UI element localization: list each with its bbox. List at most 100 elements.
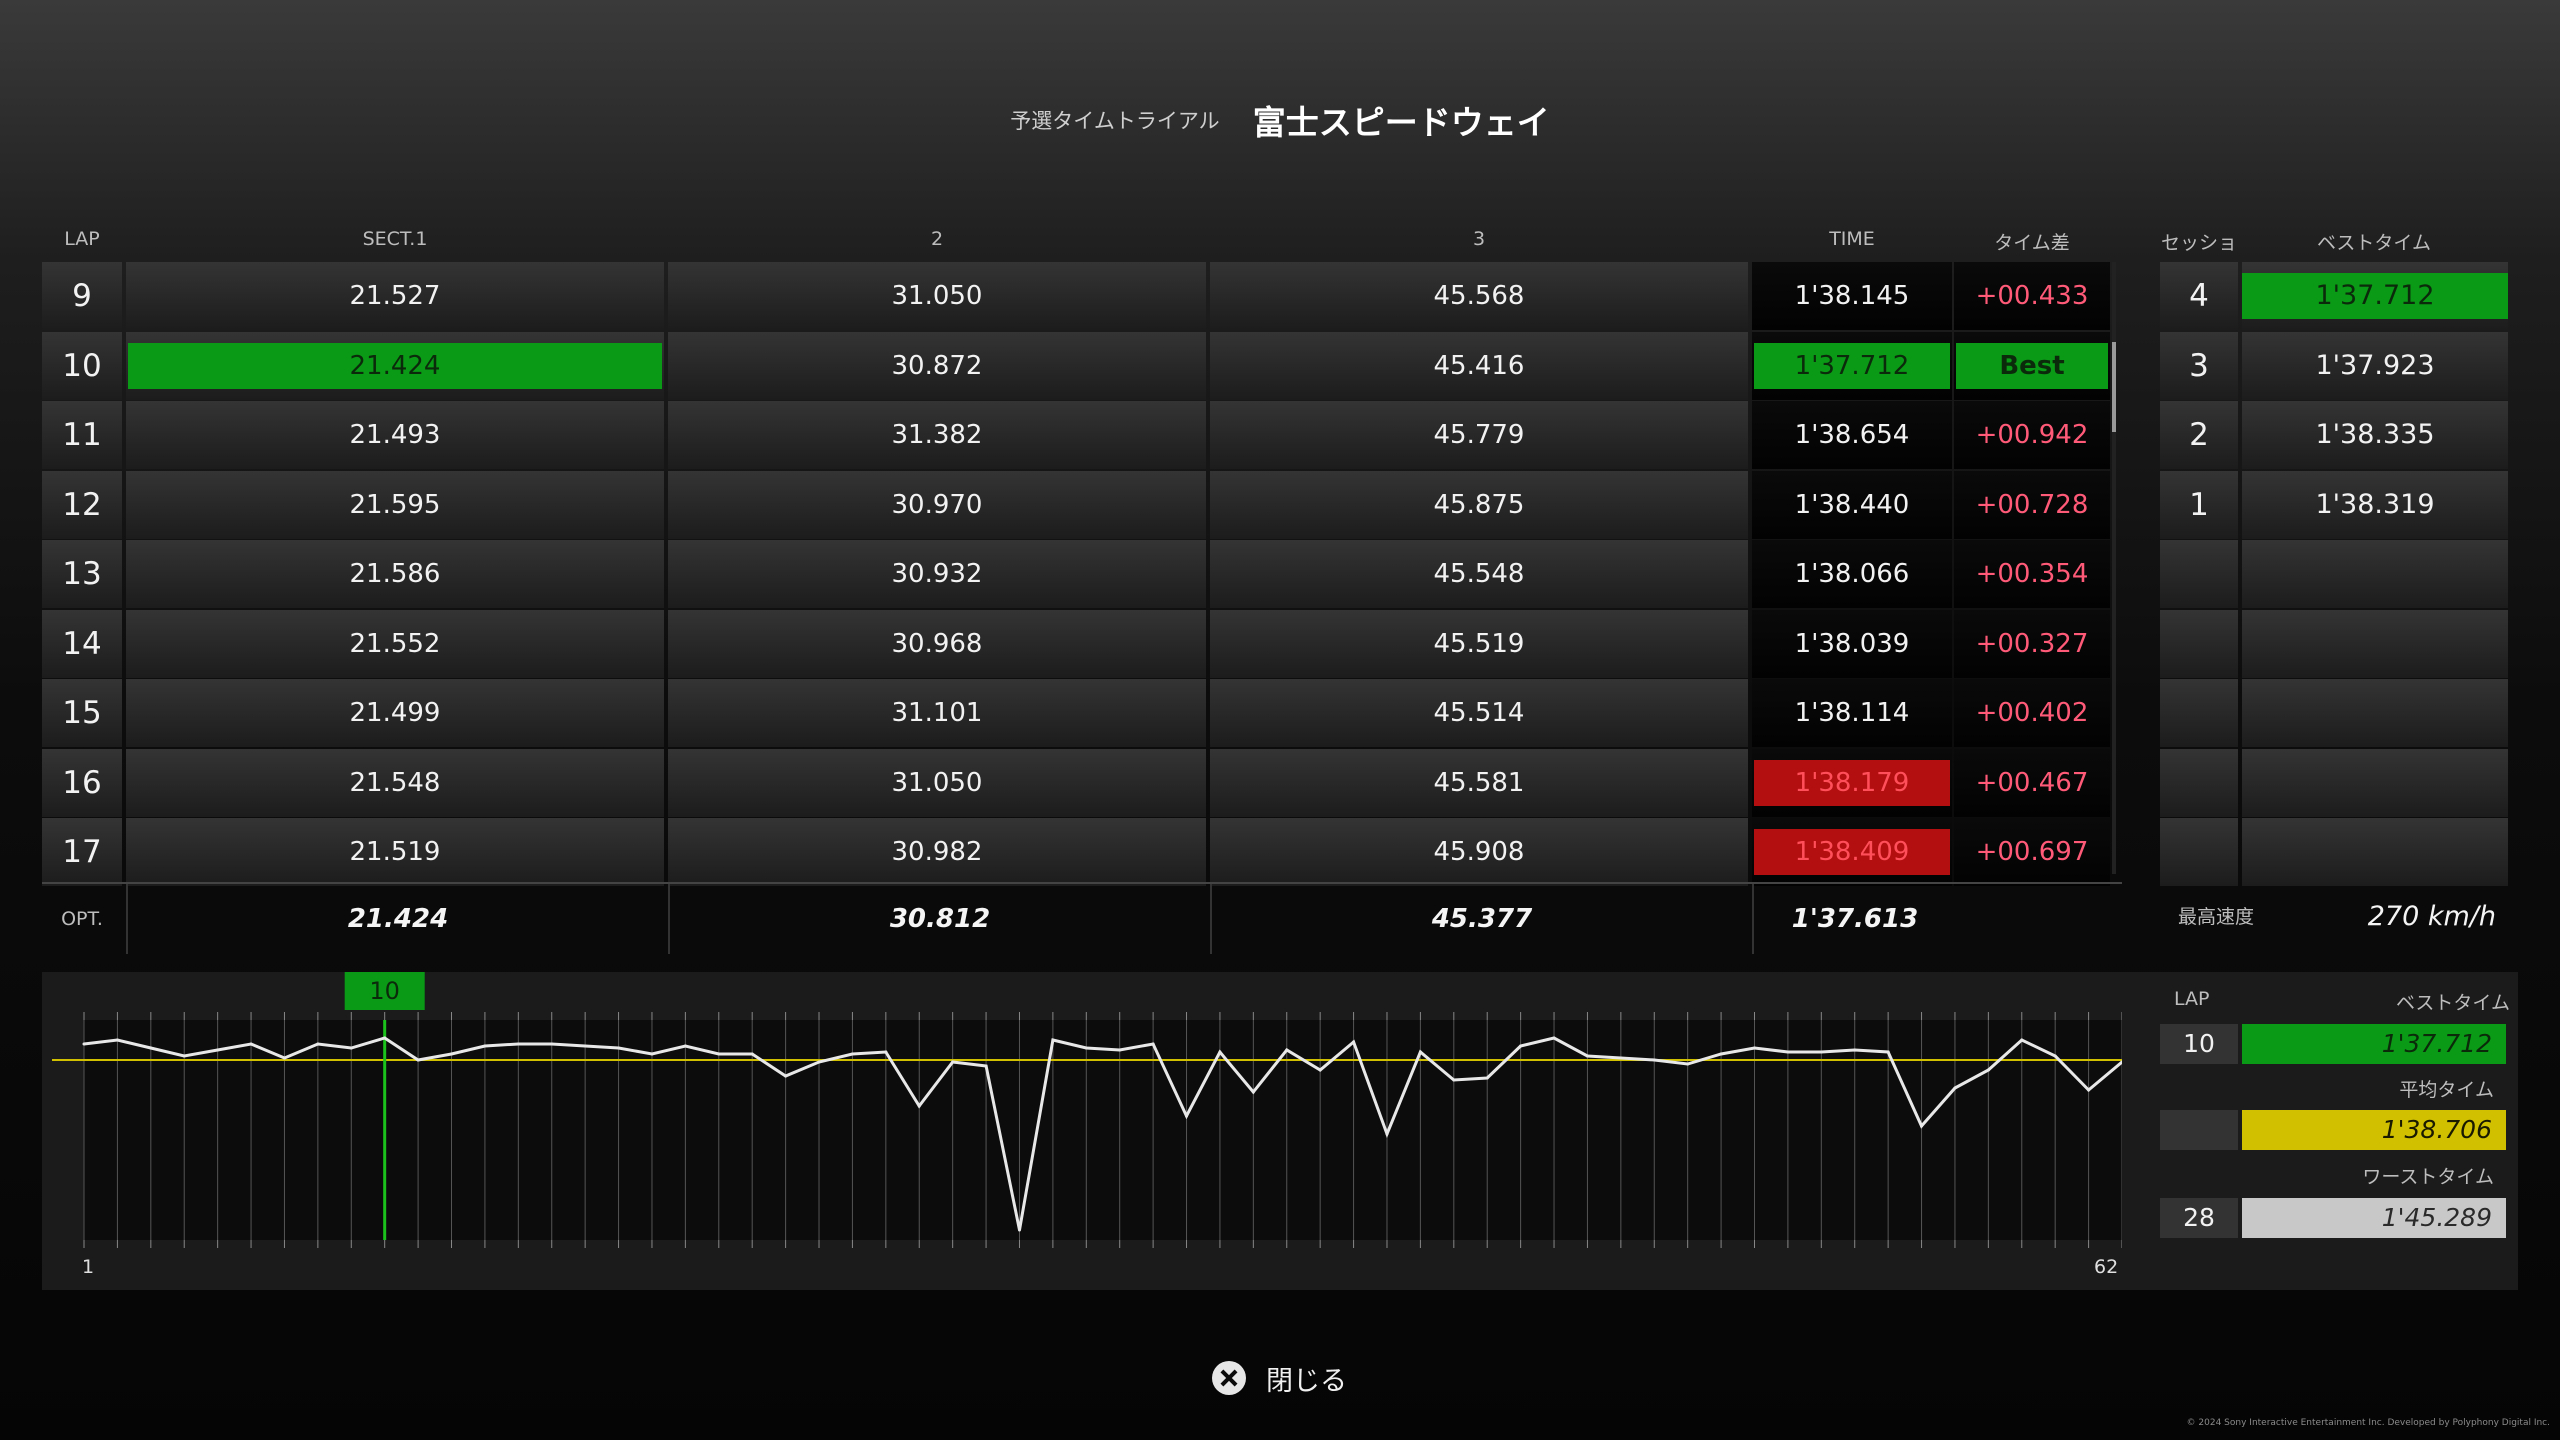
sect1-time-value: 21.552 (349, 628, 441, 659)
sect3-time: 45.908 (1210, 818, 1748, 886)
session-best-time (2242, 818, 2508, 886)
header-time: TIME (1829, 228, 1875, 250)
table-row[interactable]: 11 21.493 31.382 45.779 1'38.654 +00.942 (42, 401, 2122, 469)
stats-avg-time: 1'38.706 (2242, 1110, 2506, 1150)
sect1-time: 21.493 (126, 401, 664, 469)
session-row[interactable] (2160, 818, 2508, 886)
lap-diff: +00.942 (1954, 401, 2110, 469)
optimal-row: OPT. 21.424 30.812 45.377 1'37.613 (42, 882, 2122, 954)
sect2-time: 31.050 (668, 748, 1206, 817)
sect1-time-value: 21.548 (349, 767, 441, 798)
session-row[interactable]: 1 1'38.319 (2160, 470, 2508, 539)
lap-diff: +00.728 (1954, 470, 2110, 539)
lap-time: 1'38.145 (1752, 262, 1952, 330)
sect3-time: 45.416 (1210, 331, 1748, 400)
session-row[interactable] (2160, 540, 2508, 608)
close-button[interactable]: 閉じる (1212, 1358, 1347, 1398)
table-row[interactable]: 9 21.527 31.050 45.568 1'38.145 +00.433 (42, 262, 2122, 330)
table-row[interactable]: 10 21.424 30.872 45.416 1'37.712 Best (42, 331, 2122, 400)
lap-time-graph[interactable]: 10 (42, 972, 2122, 1290)
lap-time-point (349, 1046, 353, 1050)
scrollbar[interactable] (2112, 262, 2116, 874)
table-row[interactable]: 13 21.586 30.932 45.548 1'38.066 +00.354 (42, 540, 2122, 608)
lap-time-value: 1'38.179 (1794, 767, 1910, 798)
track-name: 富士スピードウェイ (1252, 103, 1550, 142)
lap-time-point (884, 1050, 888, 1054)
lap-time-point (2120, 1060, 2122, 1064)
highlight-green (1754, 342, 1950, 389)
lap-time-point (1151, 1042, 1155, 1046)
lap-time-point (1418, 1050, 1422, 1054)
header-sect3: 3 (1472, 228, 1486, 250)
session-row[interactable]: 2 1'38.335 (2160, 401, 2508, 469)
sect1-time-value: 21.586 (349, 559, 441, 589)
lap-time-point (1686, 1062, 1690, 1066)
graph-x-end: 62 (2094, 1256, 2119, 1278)
session-best-time-value: 1'38.335 (2315, 419, 2435, 450)
session-best-time: 1'37.712 (2242, 262, 2508, 330)
highlight-red (1754, 829, 1950, 875)
sect3-time: 45.875 (1210, 470, 1748, 539)
sect1-time-value: 21.527 (349, 281, 441, 311)
lap-time-value: 1'38.039 (1794, 628, 1910, 659)
table-row[interactable]: 16 21.548 31.050 45.581 1'38.179 +00.467 (42, 748, 2122, 817)
session-row[interactable] (2160, 679, 2508, 747)
lap-time-point (1251, 1090, 1255, 1094)
lap-time: 1'37.712 (1752, 331, 1952, 400)
lap-number: 15 (42, 679, 122, 747)
sect2-time-value: 31.050 (891, 281, 983, 311)
lap-time: 1'38.039 (1752, 609, 1952, 678)
lap-time-point (1920, 1124, 1924, 1128)
lap-diff-value: +00.467 (1975, 767, 2089, 798)
lap-diff-value: +00.354 (1975, 559, 2089, 589)
lap-time-point (1886, 1050, 1890, 1054)
lap-diff-value: +00.697 (1975, 837, 2089, 867)
sect2-time: 31.050 (668, 262, 1206, 330)
lap-time-point (1485, 1076, 1489, 1080)
table-row[interactable]: 15 21.499 31.101 45.514 1'38.114 +00.402 (42, 679, 2122, 747)
table-row[interactable]: 14 21.552 30.968 45.519 1'38.039 +00.327 (42, 609, 2122, 678)
sect2-time-value: 30.968 (891, 628, 983, 659)
header-sect1: SECT.1 (362, 228, 428, 250)
lap-number-value: 12 (62, 486, 102, 523)
lap-time-point (383, 1036, 387, 1040)
sect3-time-value: 45.581 (1433, 767, 1525, 798)
lap-time-point (1819, 1050, 1823, 1054)
sect2-time: 31.382 (668, 401, 1206, 469)
sect2-time-value: 31.101 (891, 698, 983, 728)
lap-time-point (2053, 1054, 2057, 1058)
sect1-time: 21.595 (126, 470, 664, 539)
lap-time-point (149, 1046, 153, 1050)
stats-worst-header: ワーストタイム (2362, 1166, 2494, 1188)
lap-time-point (650, 1052, 654, 1056)
lap-time-point (1118, 1048, 1122, 1052)
lap-time-value: 1'38.440 (1794, 489, 1910, 520)
lap-time-point (516, 1042, 520, 1046)
sect3-time-value: 45.548 (1433, 559, 1525, 589)
lap-time-point (951, 1060, 955, 1064)
session-best-time-value: 1'38.319 (2315, 488, 2435, 520)
sect1-time: 21.586 (126, 540, 664, 608)
session-row[interactable] (2160, 609, 2508, 678)
table-row[interactable]: 17 21.519 30.982 45.908 1'38.409 +00.697 (42, 818, 2122, 886)
session-row[interactable] (2160, 748, 2508, 817)
session-row[interactable]: 4 1'37.712 (2160, 262, 2508, 330)
table-row[interactable]: 12 21.595 30.970 45.875 1'38.440 +00.728 (42, 470, 2122, 539)
stats-avg-lap (2160, 1110, 2238, 1150)
lap-time-point (115, 1038, 119, 1042)
lap-time: 1'38.066 (1752, 540, 1952, 608)
lap-number-value: 11 (62, 417, 102, 453)
sect3-time: 45.519 (1210, 609, 1748, 678)
lap-time-point (82, 1042, 86, 1046)
optimal-sect3: 45.377 (1210, 884, 1752, 954)
lap-time-point (683, 1044, 687, 1048)
lap-time-point (1051, 1038, 1055, 1042)
session-best-time-value: 1'37.923 (2315, 349, 2435, 381)
sect1-time: 21.527 (126, 262, 664, 330)
lap-diff: +00.467 (1954, 748, 2110, 817)
lap-time-point (717, 1052, 721, 1056)
scrollbar-thumb[interactable] (2112, 342, 2116, 432)
session-row[interactable]: 3 1'37.923 (2160, 331, 2508, 400)
sect2-time: 30.982 (668, 818, 1206, 886)
lap-number: 13 (42, 540, 122, 608)
